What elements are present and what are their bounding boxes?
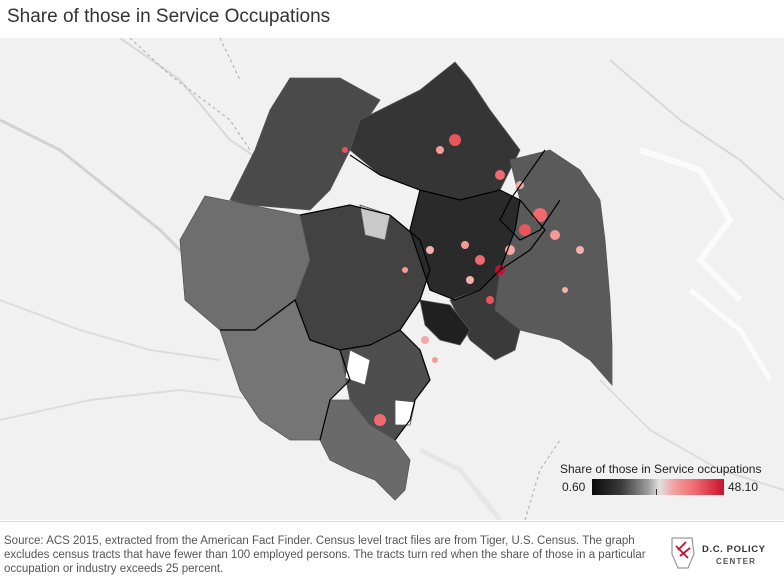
region-alexandria <box>419 299 471 346</box>
logo-line2: CENTER <box>716 557 757 566</box>
dc-policy-center-logo[interactable]: D.C. POLICY CENTER <box>668 536 778 580</box>
logo-line1: D.C. POLICY <box>702 544 766 555</box>
legend-tick-mark <box>656 489 657 495</box>
map-legend: Share of those in Service occupations 0.… <box>556 462 766 496</box>
census-tract-regions[interactable] <box>179 61 613 501</box>
choropleth-map[interactable] <box>0 38 784 520</box>
legend-max-value: 48.10 <box>728 480 759 494</box>
legend-title: Share of those in Service occupations <box>560 462 762 476</box>
jurisdiction-borders <box>220 149 561 441</box>
region-light-1 <box>359 204 391 241</box>
region-stafford <box>319 399 411 501</box>
legend-min-value: 0.60 <box>562 480 586 494</box>
dc-policy-center-logo-icon <box>671 537 695 569</box>
legend-color-bar <box>592 479 724 495</box>
source-note: Source: ACS 2015, extracted from the Ame… <box>4 535 646 575</box>
footer: Source: ACS 2015, extracted from the Ame… <box>0 521 784 585</box>
map-area[interactable]: Share of those in Service occupations 0.… <box>0 38 784 520</box>
map-title: Share of those in Service Occupations <box>7 6 331 27</box>
high-share-tracts[interactable] <box>342 134 584 426</box>
region-fairfax <box>294 204 431 351</box>
region-montgomery <box>349 61 521 201</box>
